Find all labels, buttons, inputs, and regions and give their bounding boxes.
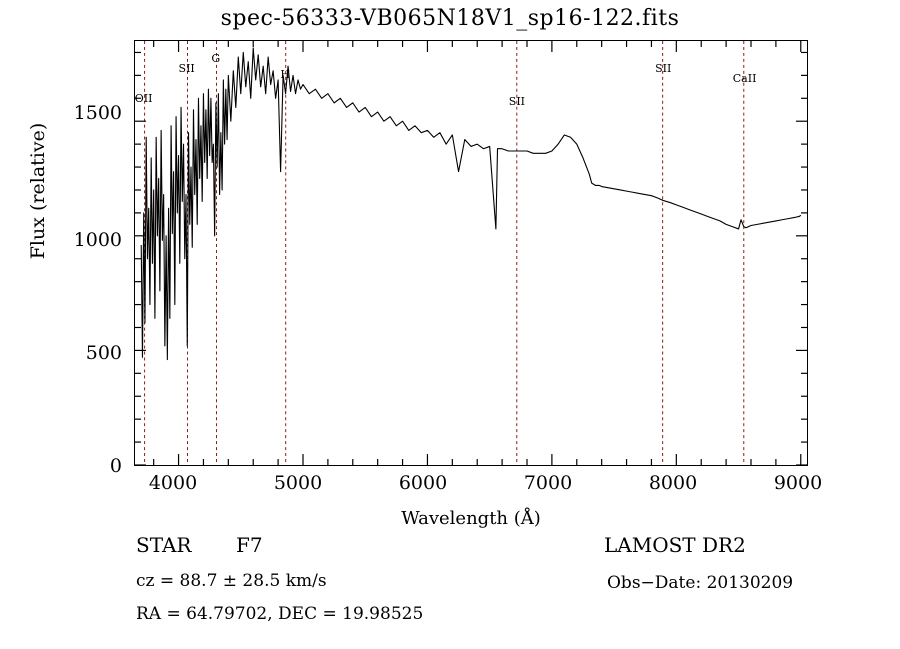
line-marker-label-sii: SII — [655, 62, 672, 75]
x-tick-label: 8000 — [648, 472, 698, 494]
survey-name: LAMOST DR2 — [604, 533, 746, 557]
x-tick-label: 9000 — [773, 472, 823, 494]
x-tick-label: 4000 — [148, 472, 198, 494]
object-class: STAR — [136, 533, 192, 557]
x-tick-label: 6000 — [398, 472, 448, 494]
line-marker-label-sii: SII — [508, 95, 526, 108]
y-tick-label: 500 — [85, 342, 122, 364]
page-title: spec-56333-VB065N18V1_sp16-122.fits — [220, 6, 680, 31]
marker-lines-group — [144, 41, 745, 465]
line-marker-label-sii: SII — [178, 62, 195, 75]
x-tick-label: 5000 — [273, 472, 323, 494]
coordinates: RA = 64.79702, DEC = 19.98525 — [136, 604, 424, 624]
plot-area — [134, 40, 808, 466]
x-tick-label: 7000 — [523, 472, 573, 494]
y-tick-label: 0 — [109, 455, 122, 477]
line-marker-label-g: G — [211, 52, 221, 65]
spectral-type: F7 — [236, 533, 263, 557]
x-axis-label: Wavelength (Å) — [401, 508, 541, 529]
observation-date: Obs−Date: 20130209 — [607, 573, 794, 593]
redshift-velocity: cz = 88.7 ± 28.5 km/s — [136, 571, 327, 591]
line-marker-label-oii: OII — [134, 92, 153, 105]
y-tick-label: 1500 — [73, 102, 122, 124]
line-marker-label-caii: CaII — [732, 72, 757, 85]
spectrum-trace — [141, 48, 801, 360]
spectrum-plot — [135, 41, 807, 465]
axis-ticks-group — [135, 41, 807, 465]
line-marker-label-h: H — [280, 68, 290, 81]
y-tick-label: 1000 — [73, 229, 122, 251]
